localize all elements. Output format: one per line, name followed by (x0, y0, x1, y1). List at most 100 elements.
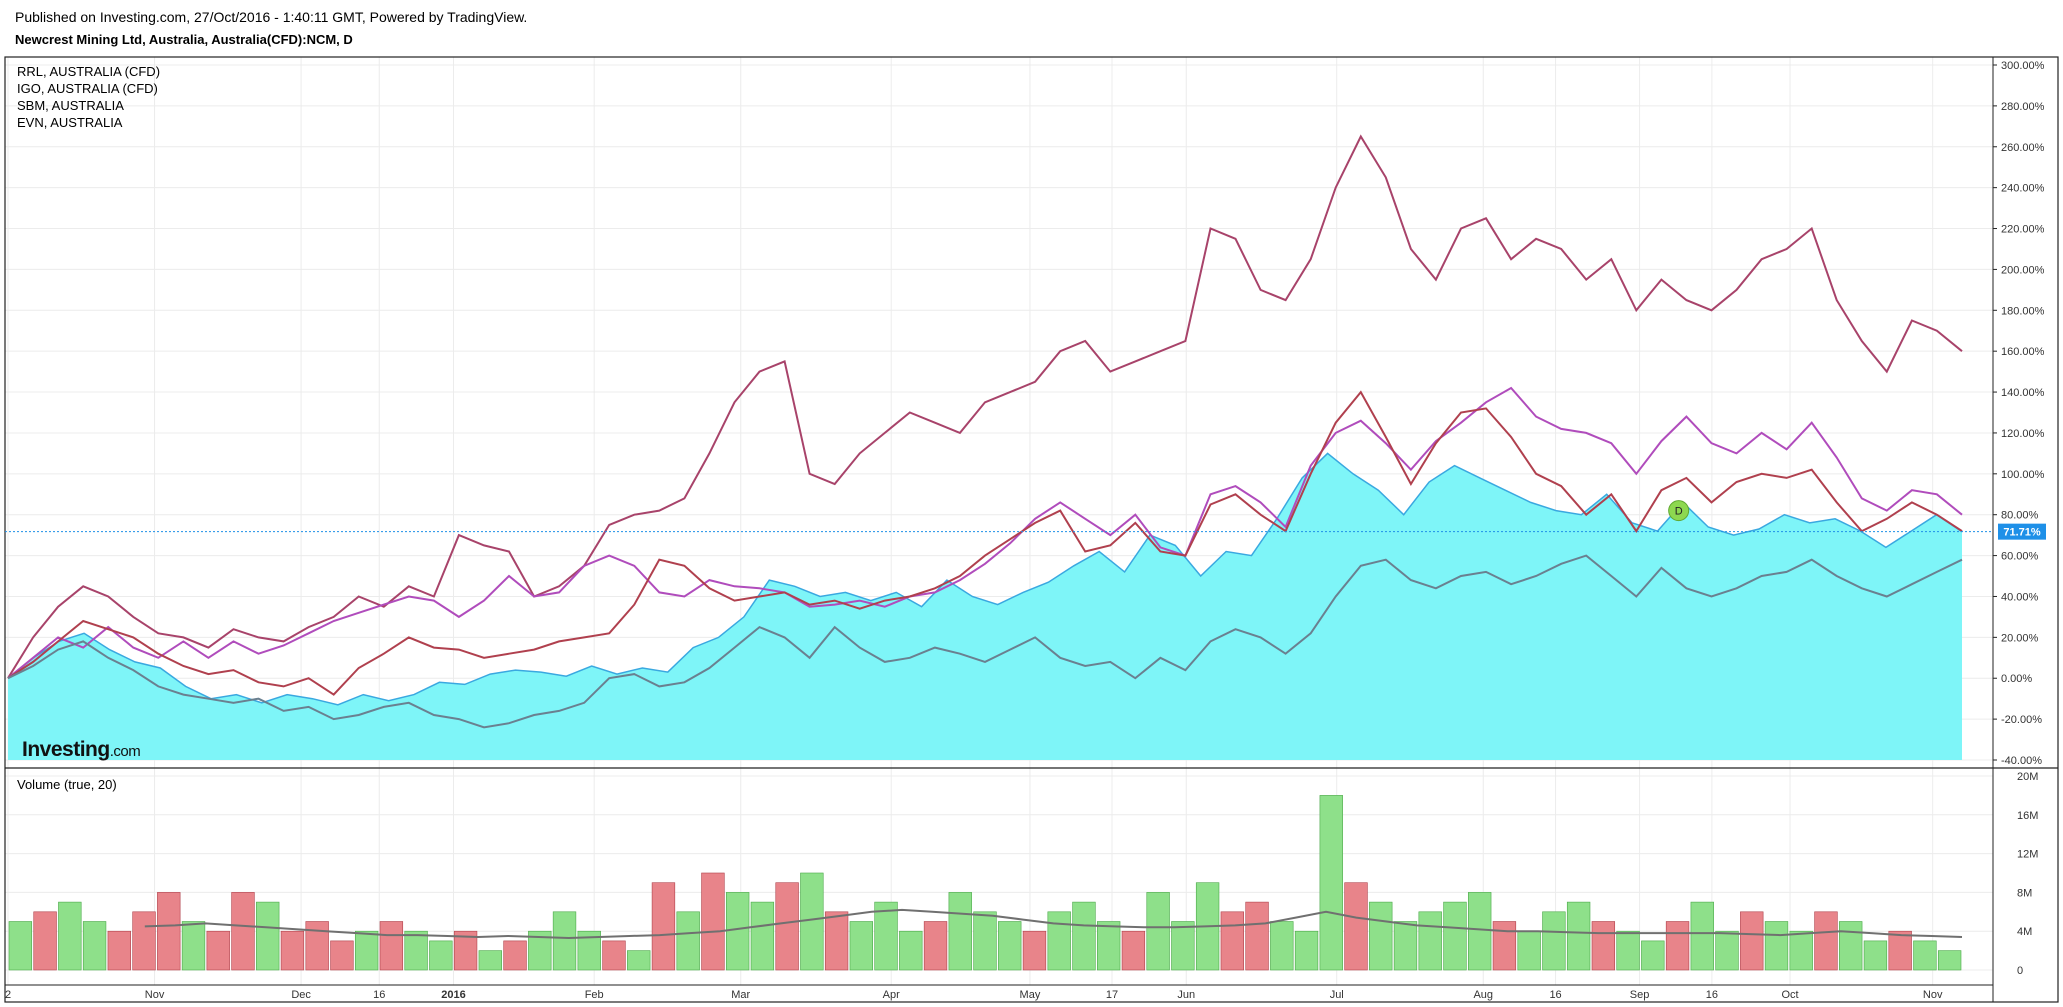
volume-bar (627, 950, 651, 971)
y-tick-label: 100.00% (2001, 469, 2045, 481)
x-tick-label: Sep (1630, 989, 1650, 1001)
published-caption: Published on Investing.com, 27/Oct/2016 … (15, 9, 528, 25)
investing-logo: Investing.com (22, 738, 141, 762)
symbol-title: Newcrest Mining Ltd, Australia, Australi… (15, 32, 353, 47)
volume-bar (1220, 911, 1245, 971)
volume-tick-label: 0 (2017, 965, 2023, 977)
x-tick-label: 16 (1549, 989, 1561, 1001)
volume-bar (1517, 930, 1541, 971)
volume-bar (1764, 921, 1789, 971)
y-tick-label: 140.00% (2001, 387, 2045, 399)
volume-bar (429, 940, 453, 971)
volume-bar (1715, 930, 1739, 971)
y-tick-label: 300.00% (2001, 60, 2045, 72)
volume-bar (8, 921, 33, 971)
volume-bar (676, 911, 700, 971)
price-series (7, 134, 1963, 760)
ncm-area-fill (8, 453, 1962, 760)
volume-bar (998, 921, 1022, 971)
volume-bar (453, 930, 478, 971)
volume-bar (1418, 911, 1442, 971)
sbm-series-line (7, 390, 1963, 696)
volume-bar (157, 892, 181, 971)
volume-bar (231, 892, 255, 971)
volume-bar (256, 901, 280, 971)
volume-bar (1789, 930, 1813, 971)
volume-bar (107, 930, 131, 971)
x-tick-label: 2016 (441, 989, 465, 1001)
volume-bar (1245, 901, 1269, 971)
volume-bar (1294, 930, 1319, 971)
volume-bar (503, 940, 527, 971)
logo-suffix: .com (109, 743, 141, 760)
volume-bar (1393, 921, 1418, 971)
volume-bar (478, 950, 502, 971)
volume-bar (1022, 930, 1047, 971)
volume-tick-label: 12M (2017, 849, 2038, 861)
last-price-label: 71.71% (2003, 527, 2041, 539)
volume-bar (725, 892, 750, 971)
axes-frame (4, 56, 2059, 1003)
volume-tick-label: 8M (2017, 887, 2032, 899)
volume-bar (1616, 930, 1640, 971)
dividend-marker (1668, 500, 1690, 522)
y-tick-label: 20.00% (2001, 632, 2039, 644)
volume-bar (824, 911, 849, 971)
volume-bar (33, 911, 57, 971)
x-tick-label: Nov (1923, 989, 1943, 1001)
x-tick-label: Mar (731, 989, 750, 1001)
volume-bar (181, 921, 206, 971)
volume-tick-label: 16M (2017, 810, 2038, 822)
volume-bar (1171, 921, 1195, 971)
volume-bar (948, 892, 972, 971)
volume-bar (1690, 901, 1714, 971)
chart-overlays: 71.71% D (5, 500, 2046, 540)
logo-brand: Investing (22, 738, 110, 761)
volume-bar (1146, 892, 1170, 971)
volume-bar (132, 911, 156, 971)
volume-tick-label: 4M (2017, 926, 2032, 938)
igo-series-line (7, 386, 1963, 679)
legend-igo[interactable]: IGO, AUSTRALIA (CFD) (17, 81, 158, 96)
volume-bar (775, 882, 799, 971)
volume-bar (701, 872, 725, 971)
volume-bar (354, 930, 379, 971)
volume-tick-label: 20M (2017, 771, 2038, 783)
x-tick-label: Jun (1177, 989, 1195, 1001)
volume-bar (973, 911, 997, 971)
legend-evn[interactable]: EVN, AUSTRALIA (17, 115, 123, 130)
volume-bar (206, 930, 230, 971)
evn-series-line (7, 554, 1963, 729)
volume-bar (1468, 892, 1492, 971)
price-axis-labels: 300.00% 280.00% 260.00% 240.00% 220.00% 200.0… (2001, 60, 2045, 767)
volume-bar (899, 930, 923, 971)
x-tick-label: Jul (1330, 989, 1344, 1001)
x-tick-label: Nov (145, 989, 165, 1001)
x-tick-label: 16 (373, 989, 385, 1001)
dividend-marker-label: D (1675, 506, 1683, 518)
y-tick-label: 240.00% (2001, 183, 2045, 195)
volume-bar (1121, 930, 1146, 971)
volume-bar (1542, 911, 1566, 971)
rrl-series-line (7, 134, 1963, 679)
legend-sbm[interactable]: SBM, AUSTRALIA (17, 98, 124, 113)
x-tick-label: Oct (1781, 989, 1798, 1001)
ncm-area-line (7, 452, 1963, 706)
volume-bar (1591, 921, 1616, 971)
volume-bar (1814, 911, 1838, 971)
volume-bar (1047, 911, 1071, 971)
volume-bar (651, 882, 676, 971)
time-axis-labels: 2 Nov Dec 16 2016 Feb Mar Apr May 17 Jun Jul Aug 16 Se… (5, 989, 1943, 1001)
x-tick-label: Dec (291, 989, 311, 1001)
x-tick-label: 17 (1106, 989, 1118, 1001)
volume-bar (1740, 911, 1764, 971)
legend-rrl[interactable]: RRL, AUSTRALIA (CFD) (17, 64, 161, 79)
y-tick-label: 200.00% (2001, 264, 2045, 276)
x-tick-label: Apr (883, 989, 900, 1001)
x-tick-label: May (1020, 989, 1041, 1001)
y-tick-label: 0.00% (2001, 673, 2032, 685)
y-tick-label: 260.00% (2001, 142, 2045, 154)
volume-bar (923, 921, 948, 971)
volume-bar (1072, 901, 1096, 971)
